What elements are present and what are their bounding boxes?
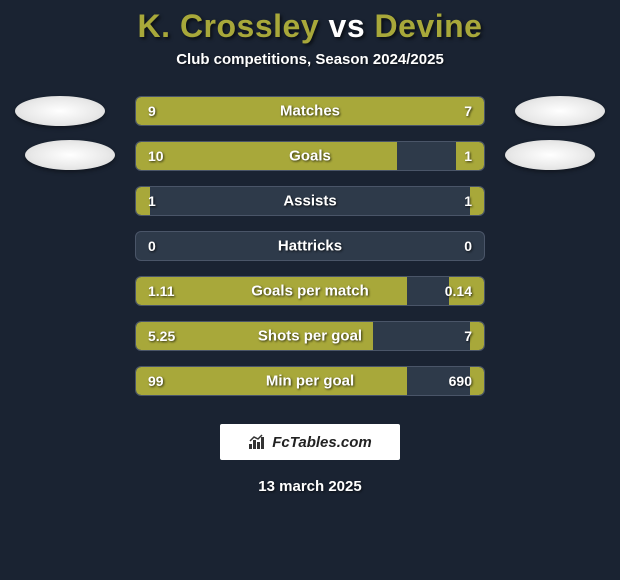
- footer-logo: FcTables.com: [220, 424, 400, 460]
- bar-track: 1 Assists 1: [135, 186, 485, 216]
- stat-row-assists: 1 Assists 1: [0, 186, 620, 216]
- footer-logo-text: FcTables.com: [272, 434, 371, 451]
- bar-left: [136, 142, 397, 170]
- stat-label: Matches: [280, 103, 340, 120]
- stat-row-matches: 9 Matches 7: [0, 96, 620, 126]
- bar-track: 1.11 Goals per match 0.14: [135, 276, 485, 306]
- stat-row-mpg: 99 Min per goal 690: [0, 366, 620, 396]
- value-left: 10: [148, 148, 164, 164]
- bar-track: 5.25 Shots per goal 7: [135, 321, 485, 351]
- value-right: 0: [464, 238, 472, 254]
- subtitle: Club competitions, Season 2024/2025: [176, 51, 444, 68]
- footer-date: 13 march 2025: [258, 478, 361, 495]
- bar-right: [331, 97, 484, 125]
- stat-label: Hattricks: [278, 238, 342, 255]
- value-right: 0.14: [445, 283, 472, 299]
- bar-track: 10 Goals 1: [135, 141, 485, 171]
- value-right: 7: [464, 328, 472, 344]
- stat-label: Goals per match: [251, 283, 369, 300]
- value-right: 1: [464, 148, 472, 164]
- value-left: 9: [148, 103, 156, 119]
- value-right: 690: [449, 373, 472, 389]
- player2-name: Devine: [375, 8, 483, 44]
- bar-track: 99 Min per goal 690: [135, 366, 485, 396]
- value-left: 1: [148, 193, 156, 209]
- stat-row-hattricks: 0 Hattricks 0: [0, 231, 620, 261]
- vs-text: vs: [329, 8, 366, 44]
- stat-label: Shots per goal: [258, 328, 362, 345]
- bar-track: 9 Matches 7: [135, 96, 485, 126]
- stat-row-spg: 5.25 Shots per goal 7: [0, 321, 620, 351]
- value-left: 1.11: [148, 283, 174, 299]
- stat-label: Goals: [289, 148, 331, 165]
- stat-label: Min per goal: [266, 373, 354, 390]
- value-left: 0: [148, 238, 156, 254]
- stat-label: Assists: [283, 193, 336, 210]
- stat-row-goals: 10 Goals 1: [0, 141, 620, 171]
- infographic-container: K. Crossley vs Devine Club competitions,…: [0, 0, 620, 580]
- value-right: 1: [464, 193, 472, 209]
- page-title: K. Crossley vs Devine: [138, 8, 483, 45]
- value-left: 99: [148, 373, 164, 389]
- bar-right: [470, 367, 484, 395]
- chart-icon: [248, 434, 268, 450]
- stat-row-gpm: 1.11 Goals per match 0.14: [0, 276, 620, 306]
- stats-block: 9 Matches 7 10 Goals 1 1 Assists 1: [0, 96, 620, 396]
- player1-name: K. Crossley: [138, 8, 320, 44]
- value-left: 5.25: [148, 328, 175, 344]
- value-right: 7: [464, 103, 472, 119]
- bar-track: 0 Hattricks 0: [135, 231, 485, 261]
